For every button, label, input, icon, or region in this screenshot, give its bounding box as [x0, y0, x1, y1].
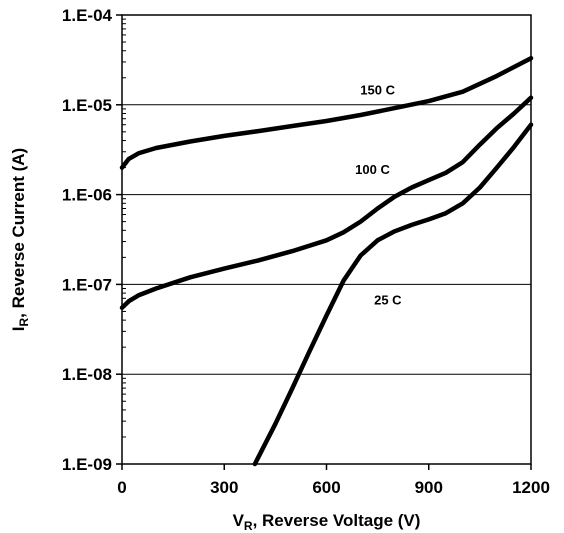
y-tick-labels: 1.E-09 1.E-08 1.E-07 1.E-06 1.E-05 1.E-04 [62, 6, 113, 474]
y-axis-title-main: I [9, 327, 28, 332]
x-tick-labels: 0 300 600 900 1200 [117, 478, 550, 497]
x-tick-label: 1200 [512, 478, 550, 497]
y-tick-label: 1.E-08 [62, 365, 112, 384]
y-tick-label: 1.E-07 [62, 275, 112, 294]
series-line-150c [119, 55, 534, 170]
series-label: 25 C [374, 292, 402, 307]
series-labels: 150 C 100 C 25 C [355, 83, 402, 308]
series-line-25c [252, 122, 534, 467]
series-label: 150 C [360, 83, 395, 98]
x-tick-label: 600 [312, 478, 340, 497]
y-axis-title-subscript: R [17, 318, 31, 327]
x-axis-title-main: V [233, 511, 245, 530]
y-tick-label: 1.E-09 [62, 455, 112, 474]
series-lines [119, 55, 534, 467]
y-tick-label: 1.E-06 [62, 186, 112, 205]
y-axis-title-rest: , Reverse Current (A) [9, 148, 28, 318]
y-tick-label: 1.E-04 [62, 6, 113, 25]
y-tick-label: 1.E-05 [62, 96, 112, 115]
x-tick-label: 0 [117, 478, 126, 497]
x-axis-title: VR, Reverse Voltage (V) [233, 511, 421, 533]
x-axis-title-rest: , Reverse Voltage (V) [253, 511, 421, 530]
series-label: 100 C [355, 162, 390, 177]
x-axis-title-subscript: R [244, 519, 253, 533]
x-tick-label: 900 [415, 478, 443, 497]
plot-area-frame [121, 14, 532, 465]
y-axis-title: IR, Reverse Current (A) [9, 148, 31, 331]
series-line-100c [119, 95, 534, 310]
x-tick-label: 300 [210, 478, 238, 497]
